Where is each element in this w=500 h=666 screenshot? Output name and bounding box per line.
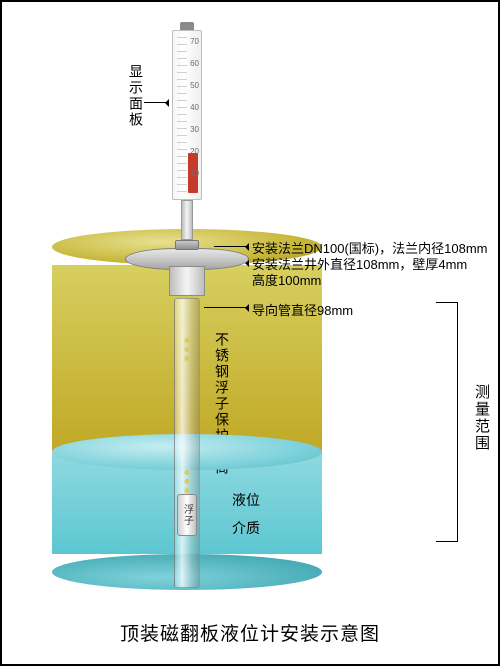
- arrow-flange-1: [214, 246, 248, 247]
- measure-range-bracket: [436, 302, 458, 542]
- label-liquid-level: 液位: [232, 490, 260, 510]
- label-display-panel: 显示面板: [126, 64, 146, 128]
- gauge-scale: [177, 37, 187, 193]
- display-gauge: 70 60 50 40 30 20 10: [166, 22, 208, 252]
- gauge-cap: [180, 22, 194, 30]
- arrow-guide-diameter: [204, 307, 248, 308]
- caption: 顶装磁翻板液位计安装示意图: [2, 619, 498, 646]
- gauge-panel: 70 60 50 40 30 20 10: [172, 30, 202, 200]
- gauge-stem: [181, 200, 193, 240]
- label-guide-diameter: 导向管直径98mm: [252, 300, 353, 319]
- float-label: 浮子: [180, 504, 195, 526]
- flange-neck: [169, 266, 205, 296]
- arrow-display-panel: [144, 102, 168, 103]
- tick-50: 50: [190, 81, 199, 90]
- tick-10: 10: [190, 169, 199, 178]
- label-flange-3: 高度100mm: [252, 270, 321, 289]
- tick-60: 60: [190, 59, 199, 68]
- label-medium: 介质: [232, 518, 260, 538]
- tick-30: 30: [190, 125, 199, 134]
- magnet-beads-upper: [185, 338, 190, 361]
- diagram-stage: 浮子 70 60 50 40 30 20 10 显示面板 不锈钢浮子保护导筒 安…: [2, 2, 498, 664]
- tick-70: 70: [190, 37, 199, 46]
- tick-40: 40: [190, 103, 199, 112]
- magnet-beads-lower: [185, 470, 190, 493]
- tick-20: 20: [190, 147, 199, 156]
- label-measure-range: 测量范围: [471, 384, 492, 452]
- gauge-nut: [175, 240, 199, 250]
- float: 浮子: [177, 494, 197, 536]
- guide-tube: 浮子: [174, 298, 200, 588]
